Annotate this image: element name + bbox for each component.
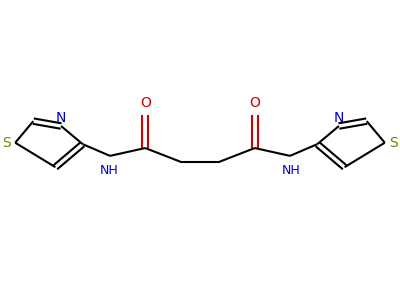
Text: O: O	[140, 96, 151, 110]
Text: S: S	[389, 136, 398, 150]
Text: O: O	[249, 96, 260, 110]
Text: N: N	[334, 111, 344, 125]
Text: S: S	[2, 136, 11, 150]
Text: NH: NH	[281, 164, 300, 178]
Text: N: N	[56, 111, 66, 125]
Text: NH: NH	[100, 164, 119, 178]
